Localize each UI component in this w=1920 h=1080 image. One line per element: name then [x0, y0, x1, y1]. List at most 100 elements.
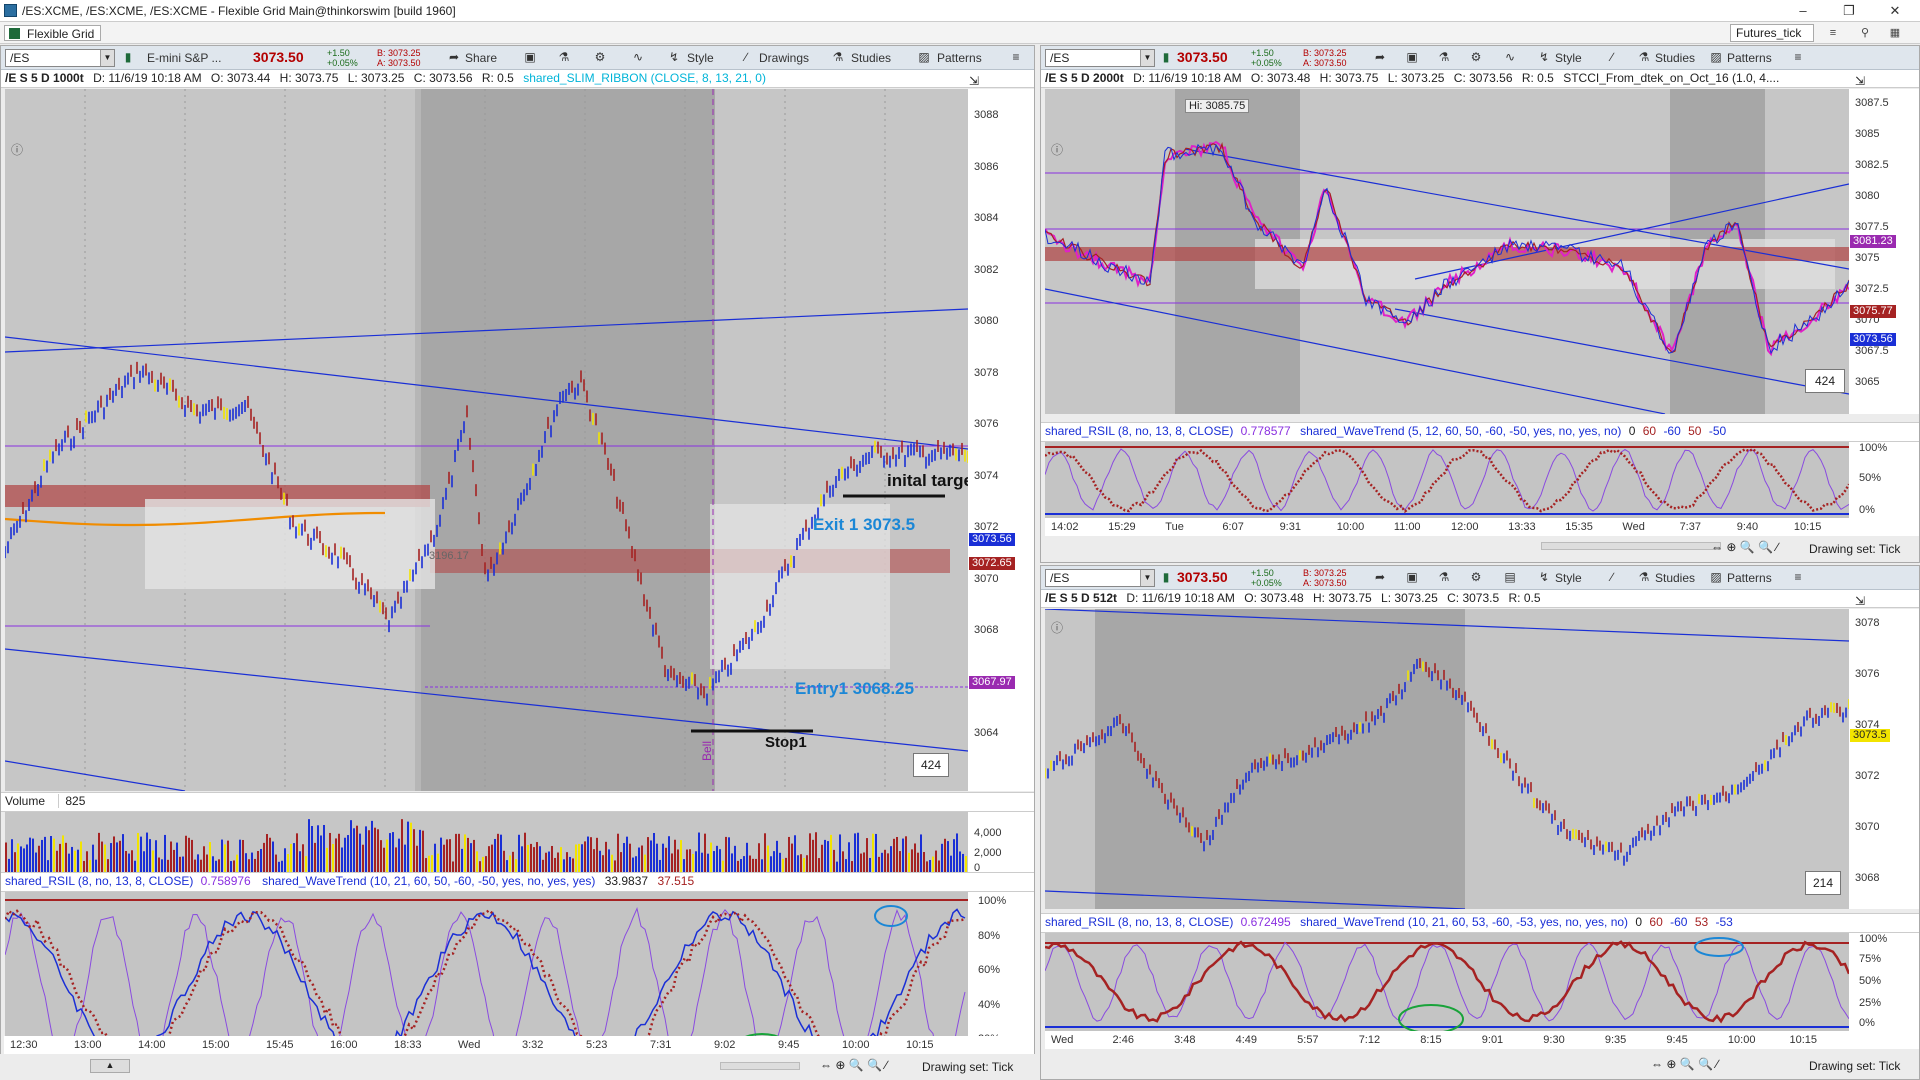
left-price-chart[interactable]: inital target Exit 1 3073.5 Entry1 3068.…	[5, 89, 979, 791]
gear-icon[interactable]: ⚙	[594, 50, 606, 64]
chevron-down-icon[interactable]: ▼	[100, 50, 114, 66]
pin-icon[interactable]: ⚲	[1860, 27, 1870, 39]
chevron-down-icon[interactable]: ▼	[1140, 50, 1154, 66]
patterns-button[interactable]: Patterns	[937, 51, 982, 65]
rsil-value: 0.758976	[200, 874, 251, 888]
volume-bar	[836, 861, 838, 872]
minimize-button[interactable]: –	[1799, 3, 1807, 18]
volume-chart[interactable]	[5, 812, 968, 872]
info-icon[interactable]: ⓘ	[1051, 621, 1064, 635]
share-button[interactable]: Share	[465, 51, 498, 65]
account-selector[interactable]: Futures_tick	[1730, 24, 1814, 42]
zoom-controls[interactable]: ⇔ ⊕ 🔍 🔍 ∕	[1711, 540, 1779, 554]
panel-menu-icon[interactable]: ≡	[1794, 570, 1802, 584]
studies-button[interactable]: Studies	[1655, 571, 1696, 585]
gear-icon[interactable]: ⚙	[1470, 570, 1482, 584]
collapse-icon[interactable]: ⇲	[969, 74, 980, 88]
chart-type-icon[interactable]: ∿	[632, 50, 644, 64]
volume-bar	[743, 856, 745, 872]
panel-menu-icon[interactable]: ≡	[1012, 50, 1020, 64]
drawing-set-status[interactable]: Drawing set: Tick	[1809, 542, 1901, 556]
studies-icon[interactable]: ⚗	[1638, 50, 1650, 64]
flexible-grid-button[interactable]: Flexible Grid	[4, 25, 102, 41]
share-icon[interactable]: ➦	[448, 50, 460, 64]
tr-price-axis[interactable]: 3087.5 3085 3082.5 3080 3077.5 3075 3072.5 3070…	[1849, 89, 1919, 414]
drawings-icon[interactable]: ∕	[744, 50, 747, 64]
studies-button[interactable]: Studies	[1655, 51, 1696, 65]
drawing-set-status[interactable]: Drawing set: Tick	[922, 1060, 1014, 1074]
panel-menu-icon[interactable]: ≡	[1794, 50, 1802, 64]
symbol-input[interactable]: /ES ▼	[1045, 49, 1155, 67]
style-button[interactable]: Style	[1555, 51, 1582, 65]
style-icon[interactable]: ↯	[1538, 570, 1550, 584]
volume-bar	[314, 842, 316, 872]
flask-icon[interactable]: ⚗	[1438, 50, 1450, 64]
style-icon[interactable]: ↯	[1538, 50, 1550, 64]
collapse-icon[interactable]: ⇲	[1855, 74, 1866, 88]
style-button[interactable]: Style	[1555, 571, 1582, 585]
expand-handle[interactable]: ▲	[90, 1059, 130, 1073]
horizontal-scrollbar[interactable]	[720, 1062, 800, 1070]
link-icon[interactable]: ▮	[1162, 50, 1170, 64]
drawings-icon[interactable]: ∕	[1610, 570, 1613, 584]
screenshot-icon[interactable]: ▣	[524, 50, 536, 64]
flask-icon[interactable]: ⚗	[1438, 570, 1450, 584]
collapse-icon[interactable]: ⇲	[1855, 594, 1866, 608]
style-button[interactable]: Style	[687, 51, 714, 65]
volume-bar	[611, 854, 613, 872]
patterns-icon[interactable]: ▨	[1710, 570, 1722, 584]
left-time-axis[interactable]: 12:30 13:00 14:00 15:00 15:45 16:00 18:33 Wed 3:…	[4, 1036, 1034, 1054]
chevron-down-icon[interactable]: ▼	[1140, 570, 1154, 586]
screenshot-icon[interactable]: ▣	[1406, 570, 1418, 584]
link-icon[interactable]: ▮	[124, 50, 132, 64]
exit-annotation[interactable]: Exit 1 3073.5	[813, 515, 916, 534]
style-icon[interactable]: ↯	[668, 50, 680, 64]
volume-bar	[719, 849, 721, 872]
grid-menu-icon[interactable]: ≡	[1829, 27, 1837, 39]
tr-price-chart[interactable]: Hi: 3085.75 ⓘ 424	[1045, 89, 1849, 414]
layout-icon[interactable]: ▦	[1889, 27, 1901, 39]
share-icon[interactable]: ➦	[1374, 50, 1386, 64]
patterns-icon[interactable]: ▨	[1710, 50, 1722, 64]
br-oscillator[interactable]	[1045, 933, 1849, 1031]
maximize-button[interactable]: ❐	[1843, 3, 1855, 18]
chart-type-icon[interactable]: ∿	[1504, 50, 1516, 64]
target-annotation[interactable]: inital target	[887, 471, 979, 490]
stop-annotation[interactable]: Stop1	[765, 734, 807, 751]
symbol-input[interactable]: /ES ▼	[1045, 569, 1155, 587]
studies-icon[interactable]: ⚗	[1638, 570, 1650, 584]
br-price-chart[interactable]: ⓘ 214	[1045, 609, 1849, 909]
gear-icon[interactable]: ⚙	[1470, 50, 1482, 64]
share-icon[interactable]: ➦	[1374, 570, 1386, 584]
entry-annotation[interactable]: Entry1 3068.25	[795, 679, 915, 698]
patterns-button[interactable]: Patterns	[1727, 571, 1772, 585]
left-price-axis[interactable]: 3088 3086 3084 3082 3080 3078 3076 3074 3072 3070…	[968, 89, 1034, 791]
zoom-controls[interactable]: ⇔ ⊕ 🔍 🔍 ∕	[1651, 1057, 1719, 1071]
link-icon[interactable]: ▮	[1162, 570, 1170, 584]
info-icon[interactable]: ⓘ	[1051, 143, 1064, 157]
studies-icon[interactable]: ⚗	[832, 50, 844, 64]
symbol-input[interactable]: /ES ▼	[5, 49, 115, 67]
flask-icon[interactable]: ⚗	[558, 50, 570, 64]
aggregation-icon[interactable]: ▤	[1504, 570, 1516, 584]
tr-time-axis[interactable]: 14:02 15:29 Tue 6:07 9:31 10:00 11:00 12:00 13:3…	[1045, 518, 1919, 536]
br-time-axis[interactable]: Wed 2:46 3:48 4:49 5:57 7:12 8:15 9:01 9:30 9:35 9…	[1045, 1031, 1919, 1049]
time-tick-label: Wed	[1622, 521, 1645, 533]
screenshot-icon[interactable]: ▣	[1406, 50, 1418, 64]
drawing-set-status[interactable]: Drawing set: Tick	[1809, 1059, 1901, 1073]
patterns-icon[interactable]: ▨	[918, 50, 930, 64]
volume-bar	[788, 836, 790, 872]
info-icon[interactable]: ⓘ	[11, 143, 24, 157]
volume-bar	[746, 842, 748, 872]
zoom-controls[interactable]: ⇔ ⊕ 🔍 🔍 ∕	[820, 1058, 888, 1072]
studies-button[interactable]: Studies	[851, 51, 892, 65]
wave-value: 60	[1649, 915, 1663, 929]
volume-bar	[602, 855, 604, 872]
horizontal-scrollbar[interactable]	[1541, 542, 1721, 550]
patterns-button[interactable]: Patterns	[1727, 51, 1772, 65]
br-price-axis[interactable]: 3078 3076 3074 3072 3070 3068 3073.5	[1849, 609, 1919, 909]
tr-oscillator[interactable]	[1045, 442, 1849, 518]
drawings-icon[interactable]: ∕	[1610, 50, 1613, 64]
drawings-button[interactable]: Drawings	[759, 51, 810, 65]
close-button[interactable]: ✕	[1889, 3, 1901, 18]
